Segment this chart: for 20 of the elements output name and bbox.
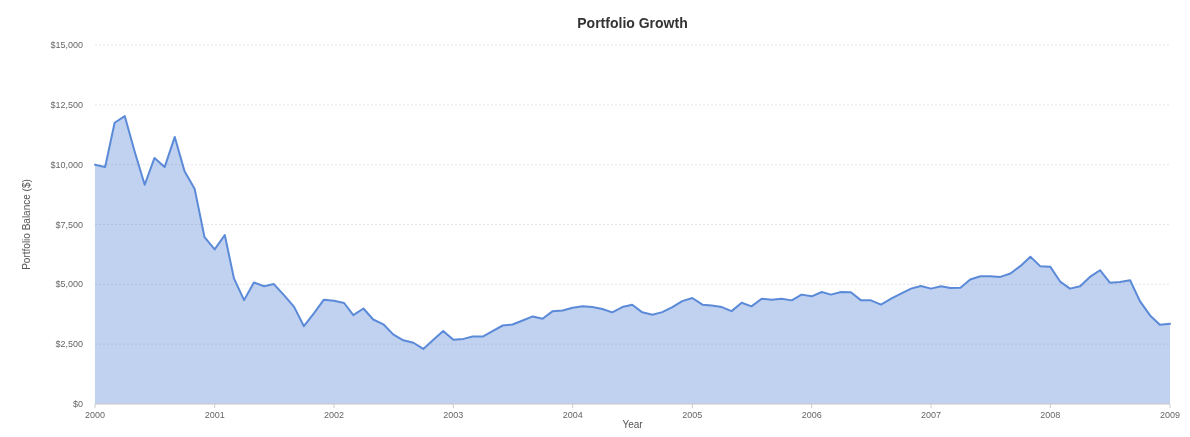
x-tick-label: 2008	[1040, 410, 1061, 420]
y-tick-label: $7,500	[55, 219, 83, 230]
x-tick-label: 2004	[562, 410, 583, 420]
y-tick-label: $12,500	[50, 99, 83, 110]
y-tick-label: $15,000	[50, 40, 83, 51]
y-axis-title: Portfolio Balance ($)	[21, 179, 32, 270]
chart-title: Portfolio Growth	[577, 15, 688, 31]
x-tick-label: 2002	[323, 410, 345, 420]
x-axis-title: Year	[622, 419, 644, 430]
x-tick-label: 2000	[84, 410, 106, 420]
x-tick-label: 2005	[682, 410, 703, 420]
x-tick-label: 2003	[443, 410, 464, 420]
y-tick-label: $2,500	[55, 339, 83, 350]
y-tick-label: $0	[72, 399, 83, 410]
x-tick-label: 2006	[801, 410, 822, 420]
y-tick-label: $5,000	[55, 279, 83, 290]
x-tick-label: 2001	[204, 410, 225, 420]
x-tick-label: 2007	[920, 410, 942, 420]
x-tick-label: 2009	[1159, 410, 1181, 420]
y-tick-label: $10,000	[50, 159, 83, 170]
